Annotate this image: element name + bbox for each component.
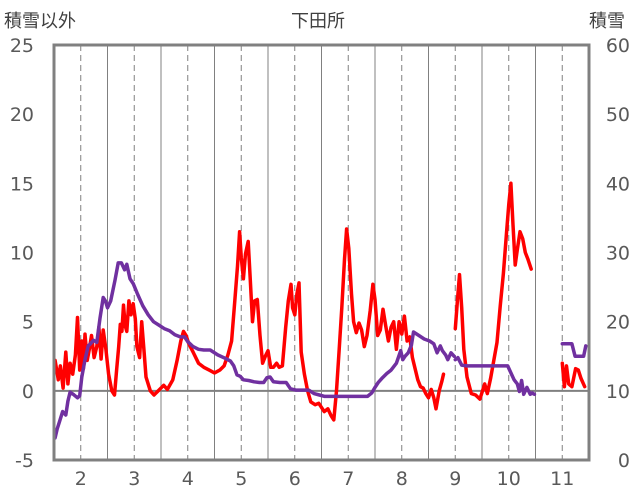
right-tick-label: 20 <box>606 312 630 334</box>
x-tick-label: 10 <box>497 468 521 490</box>
x-tick-label: 8 <box>396 468 408 490</box>
x-tick-label: 7 <box>342 468 354 490</box>
right-tick-label: 30 <box>606 243 630 265</box>
right-tick-label: 50 <box>606 104 630 126</box>
chart-title: 下田所 <box>291 11 345 32</box>
x-tick-label: 9 <box>449 468 461 490</box>
series-2-line-segment-3 <box>560 342 588 359</box>
x-tick-label: 3 <box>128 468 140 490</box>
right-tick-label: 10 <box>606 381 630 403</box>
left-tick-label: 0 <box>22 381 34 403</box>
left-tick-label: 10 <box>10 243 34 265</box>
left-axis-label: 積雪以外 <box>4 11 76 32</box>
left-tick-label: -5 <box>15 450 34 472</box>
plot-frame <box>52 43 591 462</box>
left-tick-label: 20 <box>10 104 34 126</box>
right-tick-label: 60 <box>606 35 630 57</box>
x-tick-label: 4 <box>182 468 194 490</box>
series-2-line-segment-1 <box>53 261 456 440</box>
tick-labels: -5 0 5 10 15 20 25 0 10 20 30 40 50 60 2 3 4 5 6 7 8 9 10 11 <box>10 35 630 490</box>
left-tick-label: 25 <box>10 35 34 57</box>
series-lines <box>53 181 588 440</box>
x-tick-label: 11 <box>550 468 574 490</box>
right-tick-label: 0 <box>618 450 630 472</box>
right-axis-label: 積雪 <box>589 11 625 32</box>
series-1-line-segment-1 <box>53 227 446 422</box>
x-tick-label: 2 <box>75 468 87 490</box>
series-2-line-segment-2 <box>453 355 537 397</box>
left-tick-label: 5 <box>22 312 34 334</box>
x-tick-label: 5 <box>235 468 247 490</box>
series-1-line-segment-2 <box>453 181 533 401</box>
left-tick-label: 15 <box>10 173 34 195</box>
series-1-line-segment-3 <box>560 361 587 389</box>
x-tick-label: 6 <box>289 468 301 490</box>
right-tick-label: 40 <box>606 173 630 195</box>
